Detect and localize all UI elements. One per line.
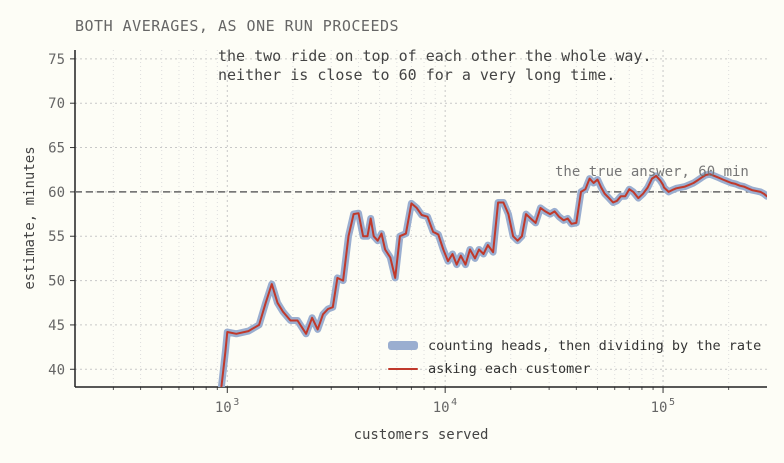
chart-title: BOTH AVERAGES, AS ONE RUN PROCEEDS: [75, 17, 400, 35]
x-tick-label: 10: [651, 400, 668, 416]
y-axis-label: estimate, minutes: [22, 146, 38, 290]
legend-swatch-heads: [388, 341, 418, 350]
y-tick-label: 60: [48, 185, 65, 201]
x-tick-exponent: 3: [233, 397, 239, 408]
y-tick-label: 65: [48, 141, 65, 157]
y-tick-label: 55: [48, 229, 65, 245]
x-axis-label: customers served: [353, 427, 489, 443]
y-tick-label: 40: [48, 362, 65, 378]
y-tick-label: 45: [48, 318, 65, 334]
annotation-line-1: the two ride on top of each other the wh…: [218, 47, 652, 65]
series-lines: [217, 170, 767, 387]
legend-swatch-asking: [388, 367, 418, 370]
legend-item-asking: asking each customer: [388, 357, 761, 380]
legend-item-heads: counting heads, then dividing by the rat…: [388, 334, 761, 357]
legend-label-asking: asking each customer: [428, 360, 591, 377]
y-tick-label: 75: [48, 52, 65, 68]
y-tick-label: 50: [48, 274, 65, 290]
x-tick-exponent: 4: [451, 397, 457, 408]
series-line-asking-each-customer: [220, 173, 767, 387]
annotation-line-2: neither is close to 60 for a very long t…: [218, 66, 616, 84]
x-tick-exponent: 5: [669, 397, 675, 408]
x-tick-label: 10: [433, 400, 450, 416]
axes: [70, 50, 767, 393]
reference-line-label: the true answer, 60 min: [555, 164, 749, 180]
legend: counting heads, then dividing by the rat…: [388, 334, 761, 380]
y-tick-label: 70: [48, 96, 65, 112]
legend-label-heads: counting heads, then dividing by the rat…: [428, 337, 762, 354]
x-tick-label: 10: [215, 400, 232, 416]
